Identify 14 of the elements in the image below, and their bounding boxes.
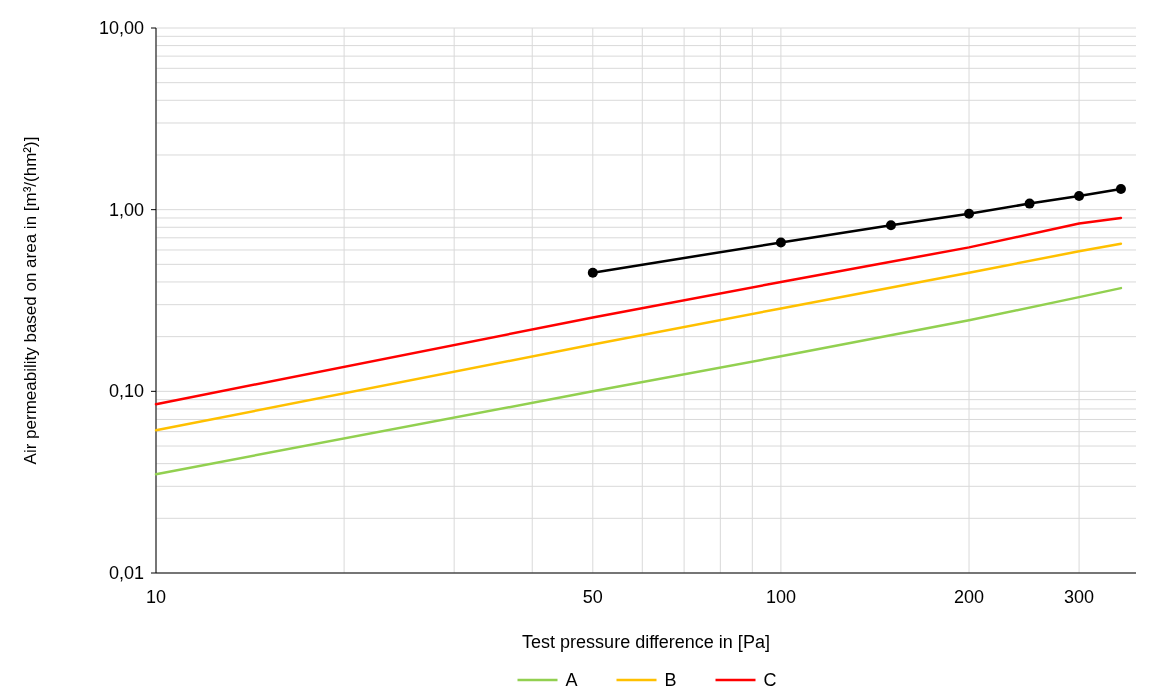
x-tick-label: 200 — [954, 587, 985, 607]
legend-label: B — [664, 670, 677, 690]
y-tick-label: 1,00 — [108, 199, 144, 220]
x-tick-label: 50 — [582, 587, 603, 607]
x-tick-label: 300 — [1064, 587, 1095, 607]
x-tick-label: 10 — [145, 587, 167, 607]
y-tick-label: 10,00 — [98, 18, 144, 38]
y-axis-title: Air permeability based on area in [m³/(hm²)] — [21, 136, 40, 465]
x-tick-label: 100 — [765, 587, 796, 607]
y-tick-label: 0,10 — [108, 381, 144, 402]
x-axis-title: Test pressure difference in [Pa] — [522, 632, 770, 652]
legend-label: A — [565, 670, 578, 690]
y-tick-label: 0,01 — [108, 563, 144, 583]
legend-label: C — [763, 670, 777, 690]
